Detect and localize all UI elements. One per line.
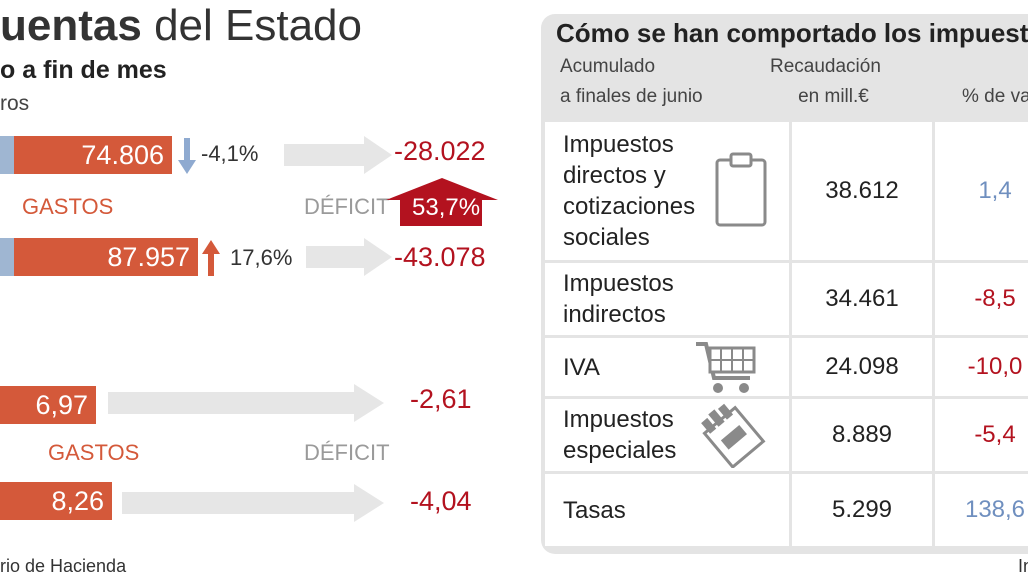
- row5-label-cell: Tasas: [545, 474, 789, 546]
- gray-arrow-4: [122, 484, 384, 522]
- deficit-value-2: -43.078: [394, 242, 486, 272]
- row1-label: Impuestos directos y cotizaciones social…: [563, 131, 696, 251]
- row4-variation: -5,4: [935, 399, 1028, 471]
- row1-amount: 38.612: [792, 122, 932, 260]
- deficit-label-1: DÉFICIT: [304, 194, 390, 219]
- row2-amount: 34.461: [792, 263, 932, 335]
- gastos-label-1: GASTOS: [22, 194, 114, 219]
- subtitle: o a fin de mes: [0, 56, 167, 84]
- expense-bar-2: 87.957: [14, 238, 198, 276]
- header-col2-line1: Recaudación: [770, 56, 881, 77]
- page-title: uentas del Estado: [0, 2, 362, 50]
- row1-label-cell: Impuestos directos y cotizaciones social…: [545, 122, 789, 260]
- income-bar-stub-2: [0, 238, 14, 276]
- header-col1-line2: a finales de junio: [560, 86, 703, 107]
- cigarette-pack-icon: [701, 403, 766, 468]
- income-bar-stub-1: [0, 136, 14, 174]
- bottom-note: In: [1018, 556, 1028, 576]
- row2-label: Impuestos indirectos: [563, 270, 674, 328]
- header-col2: Recaudación en mill.€: [770, 52, 881, 112]
- clipboard-icon: [715, 152, 767, 227]
- variation-label-1: -4,1%: [201, 141, 259, 166]
- expense-bar-4: 8,26: [0, 482, 112, 520]
- expense-bar-3: 6,97: [0, 386, 96, 424]
- gray-arrow-2: [306, 238, 392, 276]
- header-col3: % de va: [962, 86, 1028, 107]
- row3-amount: 24.098: [792, 338, 932, 396]
- source-note: rio de Hacienda: [0, 556, 127, 576]
- deficit-label-2: DÉFICIT: [304, 440, 390, 465]
- shopping-cart-icon: [696, 342, 756, 393]
- down-arrow-icon: [178, 138, 196, 174]
- table-title: Cómo se han comportado los impuest: [556, 18, 1028, 48]
- deficit-value-3: -2,61: [410, 384, 472, 414]
- gray-arrow-1: [284, 136, 392, 174]
- gastos-label-2: GASTOS: [48, 440, 140, 465]
- row2-variation: -8,5: [935, 263, 1028, 335]
- header-col1-line1: Acumulado: [560, 56, 656, 77]
- row5-label: Tasas: [563, 496, 626, 524]
- row2-label-cell: Impuestos indirectos: [545, 263, 789, 335]
- row3-label: IVA: [563, 353, 600, 381]
- row5-variation: 138,6: [935, 474, 1028, 546]
- row5-amount: 5.299: [792, 474, 932, 546]
- deficit-value-1: -28.022: [394, 136, 486, 166]
- up-arrow-icon: [202, 240, 220, 276]
- row3-variation: -10,0: [935, 338, 1028, 396]
- row4-label: Impuestos especiales: [563, 406, 677, 464]
- gray-arrow-3: [108, 384, 384, 422]
- row1-variation: 1,4: [935, 122, 1028, 260]
- deficit-up-arrow-icon: [386, 178, 498, 226]
- variation-label-2: 17,6%: [230, 245, 293, 270]
- expense-bar-1: 74.806: [14, 136, 172, 174]
- header-col2-line2: en mill.€: [798, 86, 869, 107]
- deficit-change-label: 53,7%: [412, 194, 481, 221]
- title-rest: del Estado: [154, 1, 362, 50]
- title-bold: uentas: [0, 1, 142, 50]
- units-label: ros: [0, 92, 30, 115]
- header-col1: Acumulado a finales de junio: [560, 52, 703, 112]
- row4-amount: 8.889: [792, 399, 932, 471]
- deficit-value-4: -4,04: [410, 486, 472, 516]
